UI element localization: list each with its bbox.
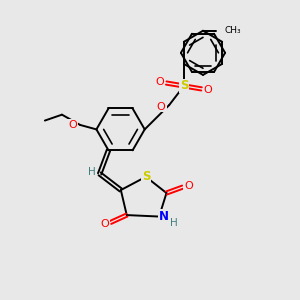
Text: O: O [157,102,166,112]
Text: O: O [100,219,109,229]
Text: N: N [158,210,169,223]
Text: S: S [142,170,150,183]
Text: H: H [170,218,178,228]
Text: CH₃: CH₃ [224,26,241,35]
Text: S: S [180,80,188,92]
Text: O: O [68,120,77,130]
Text: O: O [155,77,164,87]
Text: O: O [204,85,212,95]
Text: O: O [184,181,193,190]
Text: H: H [88,167,96,177]
